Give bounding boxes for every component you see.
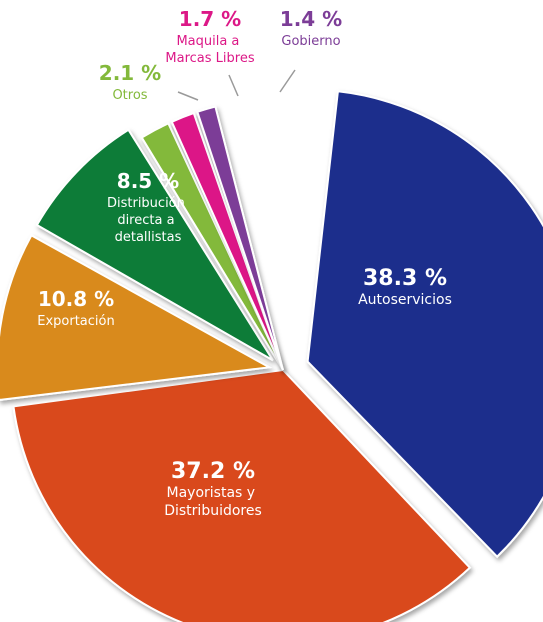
slice-category-label-7: Gobierno <box>281 34 340 49</box>
slice-category-label-1: Autoservicios <box>358 292 452 308</box>
slice-labels: 38.3 %Autoservicios 37.2 %Mayoristas y Di… <box>37 7 452 519</box>
leader-line-6 <box>228 74 239 97</box>
leader-lines <box>177 69 296 101</box>
slice-value-label-7: 1.4 % <box>280 7 342 31</box>
slice-category-label-4: Distribución directa a detallistas <box>107 196 189 245</box>
slice-category-label-6: Maquila a Marcas Libres <box>165 34 254 66</box>
slice-category-label-2: Mayoristas y Distribuidores <box>164 485 262 519</box>
pie-slices <box>0 90 543 622</box>
slice-value-label-3: 10.8 % <box>38 287 114 311</box>
pie-slice-1 <box>306 90 543 559</box>
slice-value-label-6: 1.7 % <box>179 7 241 31</box>
pie-slice-3 <box>0 234 273 401</box>
pie-slice-4 <box>35 128 274 362</box>
pie-slice-6 <box>170 111 284 371</box>
leader-line-7 <box>279 69 296 93</box>
pie-slice-5 <box>140 122 284 371</box>
pie-slice-7 <box>196 105 284 371</box>
leader-line-5 <box>177 91 199 101</box>
slice-value-label-4: 8.5 % <box>117 169 179 193</box>
pie-slice-2 <box>12 368 472 622</box>
slice-value-label-2: 37.2 % <box>171 459 255 484</box>
slice-value-label-5: 2.1 % <box>99 61 161 85</box>
slice-category-label-3: Exportación <box>37 314 114 329</box>
slice-category-label-5: Otros <box>112 88 147 103</box>
slice-value-label-1: 38.3 % <box>363 266 447 291</box>
